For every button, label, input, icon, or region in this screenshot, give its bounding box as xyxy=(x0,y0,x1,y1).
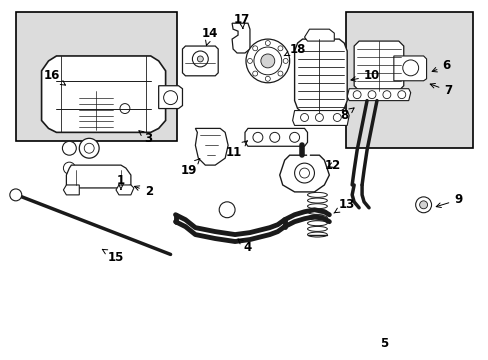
Bar xyxy=(17,12,176,141)
Circle shape xyxy=(289,132,299,142)
Polygon shape xyxy=(393,56,426,81)
Polygon shape xyxy=(182,46,218,76)
Text: 6: 6 xyxy=(431,59,449,72)
Polygon shape xyxy=(66,165,131,188)
Circle shape xyxy=(299,168,309,178)
Circle shape xyxy=(197,56,203,62)
Polygon shape xyxy=(294,39,346,113)
Polygon shape xyxy=(63,185,79,195)
Text: 10: 10 xyxy=(350,69,379,82)
Circle shape xyxy=(277,46,283,51)
Circle shape xyxy=(219,202,235,218)
Polygon shape xyxy=(195,129,228,165)
Polygon shape xyxy=(116,185,134,195)
Text: 17: 17 xyxy=(233,13,250,29)
Circle shape xyxy=(277,71,283,76)
Polygon shape xyxy=(279,155,328,192)
Text: 11: 11 xyxy=(225,141,247,159)
Polygon shape xyxy=(41,56,165,132)
Circle shape xyxy=(247,58,252,63)
Circle shape xyxy=(252,46,257,51)
Circle shape xyxy=(79,138,99,158)
Circle shape xyxy=(300,113,308,121)
Polygon shape xyxy=(76,91,116,130)
Polygon shape xyxy=(158,86,182,109)
Polygon shape xyxy=(116,117,131,125)
Polygon shape xyxy=(292,111,348,125)
Text: 9: 9 xyxy=(435,193,462,207)
Polygon shape xyxy=(131,105,150,122)
Text: 8: 8 xyxy=(340,108,353,122)
Circle shape xyxy=(192,51,208,67)
Text: 4: 4 xyxy=(238,239,252,254)
Text: 12: 12 xyxy=(324,159,340,172)
Polygon shape xyxy=(232,23,249,53)
Circle shape xyxy=(252,71,257,76)
Circle shape xyxy=(62,141,76,155)
Circle shape xyxy=(382,91,390,99)
Polygon shape xyxy=(346,89,410,100)
Circle shape xyxy=(397,91,405,99)
Circle shape xyxy=(333,113,341,121)
Text: 18: 18 xyxy=(284,42,305,56)
Circle shape xyxy=(315,113,323,121)
Text: 16: 16 xyxy=(43,69,65,85)
Circle shape xyxy=(269,132,279,142)
Circle shape xyxy=(265,76,270,81)
Text: 7: 7 xyxy=(429,84,451,97)
Text: 3: 3 xyxy=(139,131,152,145)
Text: 2: 2 xyxy=(134,185,152,198)
Circle shape xyxy=(367,91,375,99)
Circle shape xyxy=(120,104,130,113)
Circle shape xyxy=(245,39,289,83)
Polygon shape xyxy=(244,129,307,146)
Text: 19: 19 xyxy=(180,159,200,176)
Circle shape xyxy=(265,41,270,46)
Polygon shape xyxy=(353,41,403,91)
Circle shape xyxy=(419,201,427,209)
Circle shape xyxy=(253,47,281,75)
Circle shape xyxy=(260,54,274,68)
Polygon shape xyxy=(304,29,334,41)
Circle shape xyxy=(10,189,21,201)
Polygon shape xyxy=(116,100,135,117)
Circle shape xyxy=(63,162,75,174)
Circle shape xyxy=(415,197,431,213)
Circle shape xyxy=(283,58,287,63)
Circle shape xyxy=(163,91,177,105)
Text: 5: 5 xyxy=(379,337,387,350)
Circle shape xyxy=(294,163,314,183)
Text: 13: 13 xyxy=(333,198,355,213)
Circle shape xyxy=(84,143,94,153)
Circle shape xyxy=(252,132,263,142)
Bar xyxy=(346,12,471,148)
Text: 14: 14 xyxy=(202,27,218,45)
Circle shape xyxy=(352,91,360,99)
Circle shape xyxy=(402,60,418,76)
Text: 15: 15 xyxy=(102,249,124,264)
Text: 1: 1 xyxy=(117,174,125,189)
